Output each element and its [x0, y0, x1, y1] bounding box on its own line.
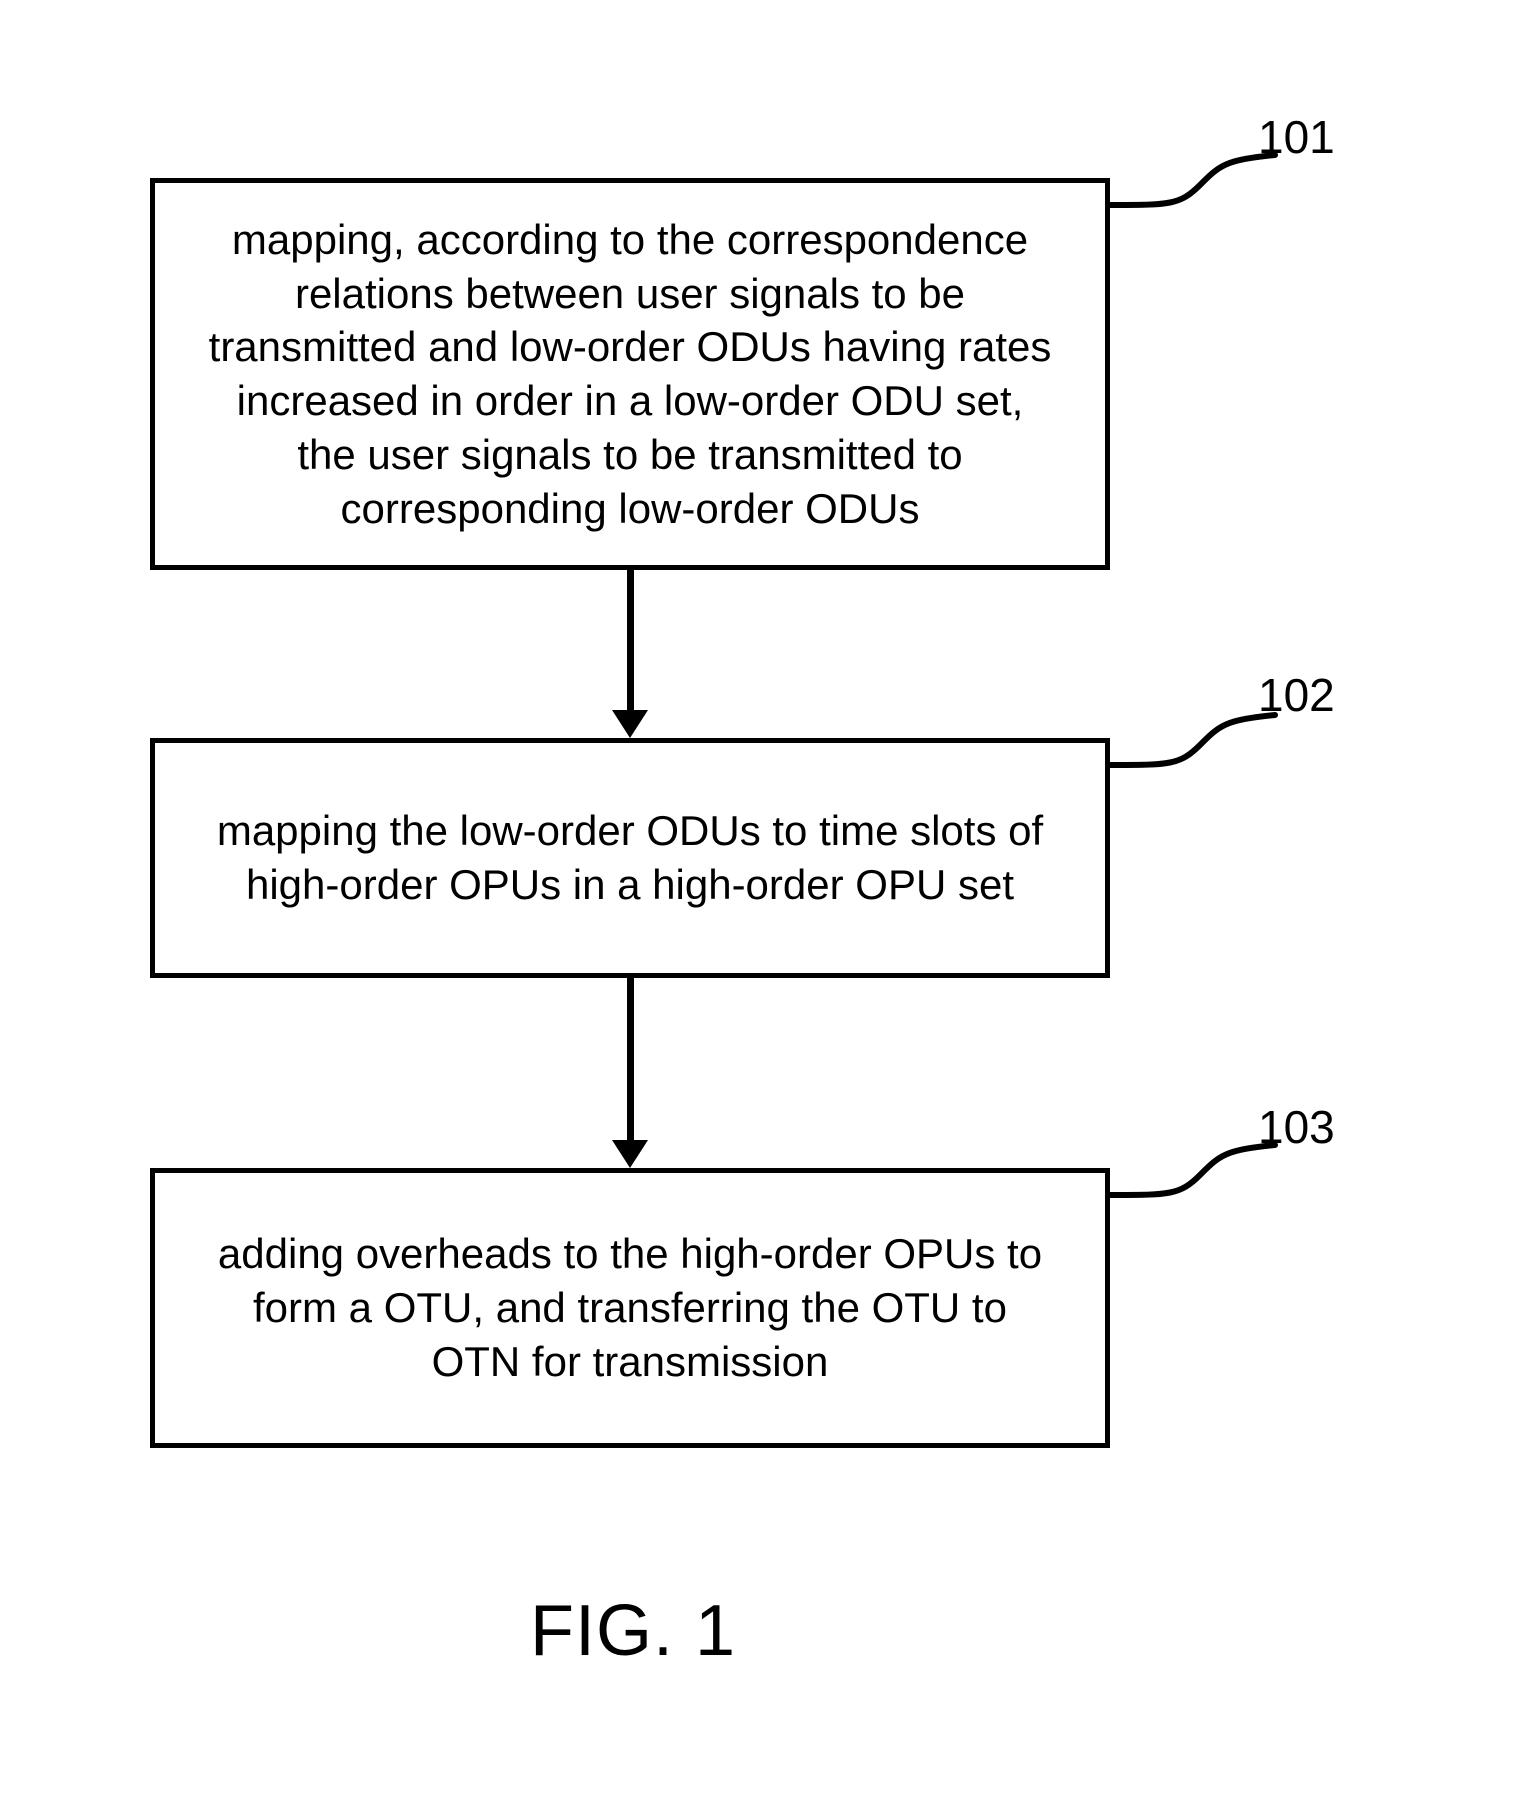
figure-caption: FIG. 1 [530, 1590, 736, 1672]
diagram-canvas: mapping, according to the correspondence… [0, 0, 1528, 1804]
label-103: 103 [1258, 1100, 1335, 1154]
connector-103 [0, 0, 1528, 1804]
